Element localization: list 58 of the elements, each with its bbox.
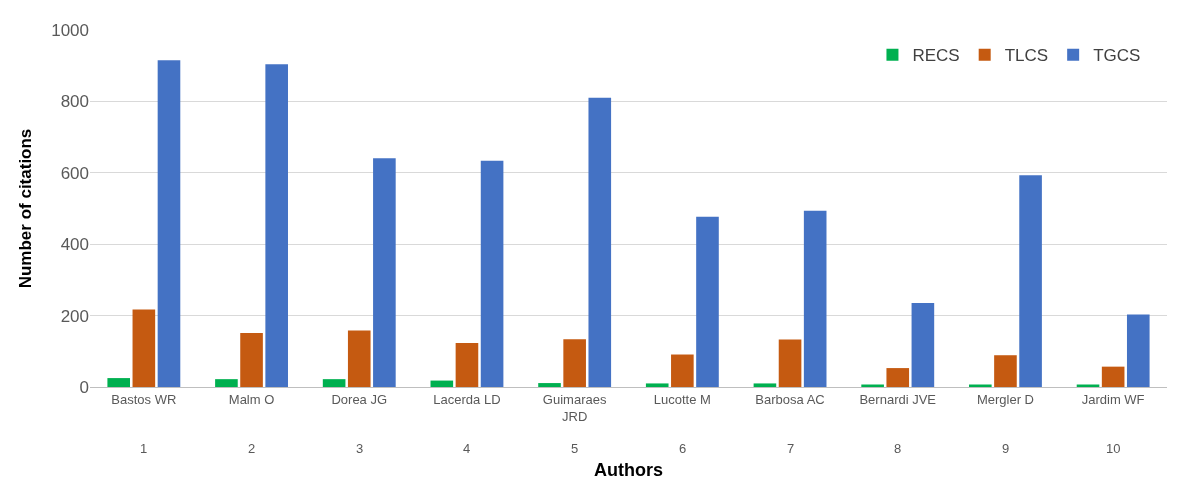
bar <box>563 339 586 387</box>
y-tick-label: 1000 <box>51 20 89 40</box>
x-tick-label: Jardim WF <box>1081 391 1145 407</box>
bar <box>430 380 454 387</box>
x-tick-label: Guimaraes JRD <box>542 391 607 424</box>
bar <box>215 379 238 387</box>
bar <box>1101 366 1125 387</box>
bar <box>347 330 371 387</box>
text: 4 <box>463 441 471 456</box>
y-tick-label: 600 <box>60 163 89 183</box>
bar <box>373 158 396 387</box>
bar <box>753 383 777 387</box>
bar <box>132 309 156 387</box>
text: 2 <box>248 441 256 456</box>
text: 8 <box>894 441 902 456</box>
text: 9 <box>1002 441 1010 456</box>
bar <box>538 383 561 387</box>
y-tick-label: 800 <box>60 92 89 112</box>
bar <box>157 60 181 387</box>
x-tick-label: Lucotte M <box>653 391 711 407</box>
bar <box>240 333 263 387</box>
x-tick-label: Lacerda LD <box>433 391 501 407</box>
bar <box>322 379 346 387</box>
text: 6 <box>679 441 687 456</box>
y-tick-label: 400 <box>60 235 89 255</box>
bar <box>911 303 935 387</box>
x-tick-label: Malm O <box>228 391 275 407</box>
text: 1 <box>140 441 148 456</box>
x-tick-label: Bernardi JVE <box>859 391 937 407</box>
x-tick-label: Mergler D <box>976 391 1034 407</box>
bar <box>588 97 612 387</box>
bar <box>671 354 694 387</box>
y-axis-title: Number of citations <box>15 128 35 289</box>
bar <box>455 343 479 387</box>
bar <box>994 355 1017 387</box>
text: 10 <box>1106 441 1121 456</box>
legend-label: TGCS <box>1093 46 1141 66</box>
bar <box>265 64 288 387</box>
bar <box>480 160 504 387</box>
legend-label: RECS <box>912 46 960 66</box>
text: 7 <box>787 441 795 456</box>
bar <box>696 216 719 387</box>
x-axis-title: Authors <box>594 459 663 480</box>
bar <box>107 378 131 387</box>
text: 3 <box>356 441 364 456</box>
bar <box>886 368 910 387</box>
bar <box>645 383 669 387</box>
text: 5 <box>571 441 579 456</box>
bar <box>1126 314 1150 387</box>
bar <box>778 339 802 387</box>
bar <box>1019 175 1042 387</box>
x-tick-label: Bastos WR <box>111 391 177 407</box>
legend-label: TLCS <box>1004 46 1049 66</box>
x-tick-label: Dorea JG <box>331 391 388 407</box>
y-tick-label: 0 <box>79 377 89 397</box>
y-tick-label: 200 <box>60 306 89 326</box>
x-tick-label: Barbosa AC <box>755 391 825 407</box>
bar <box>803 210 827 387</box>
